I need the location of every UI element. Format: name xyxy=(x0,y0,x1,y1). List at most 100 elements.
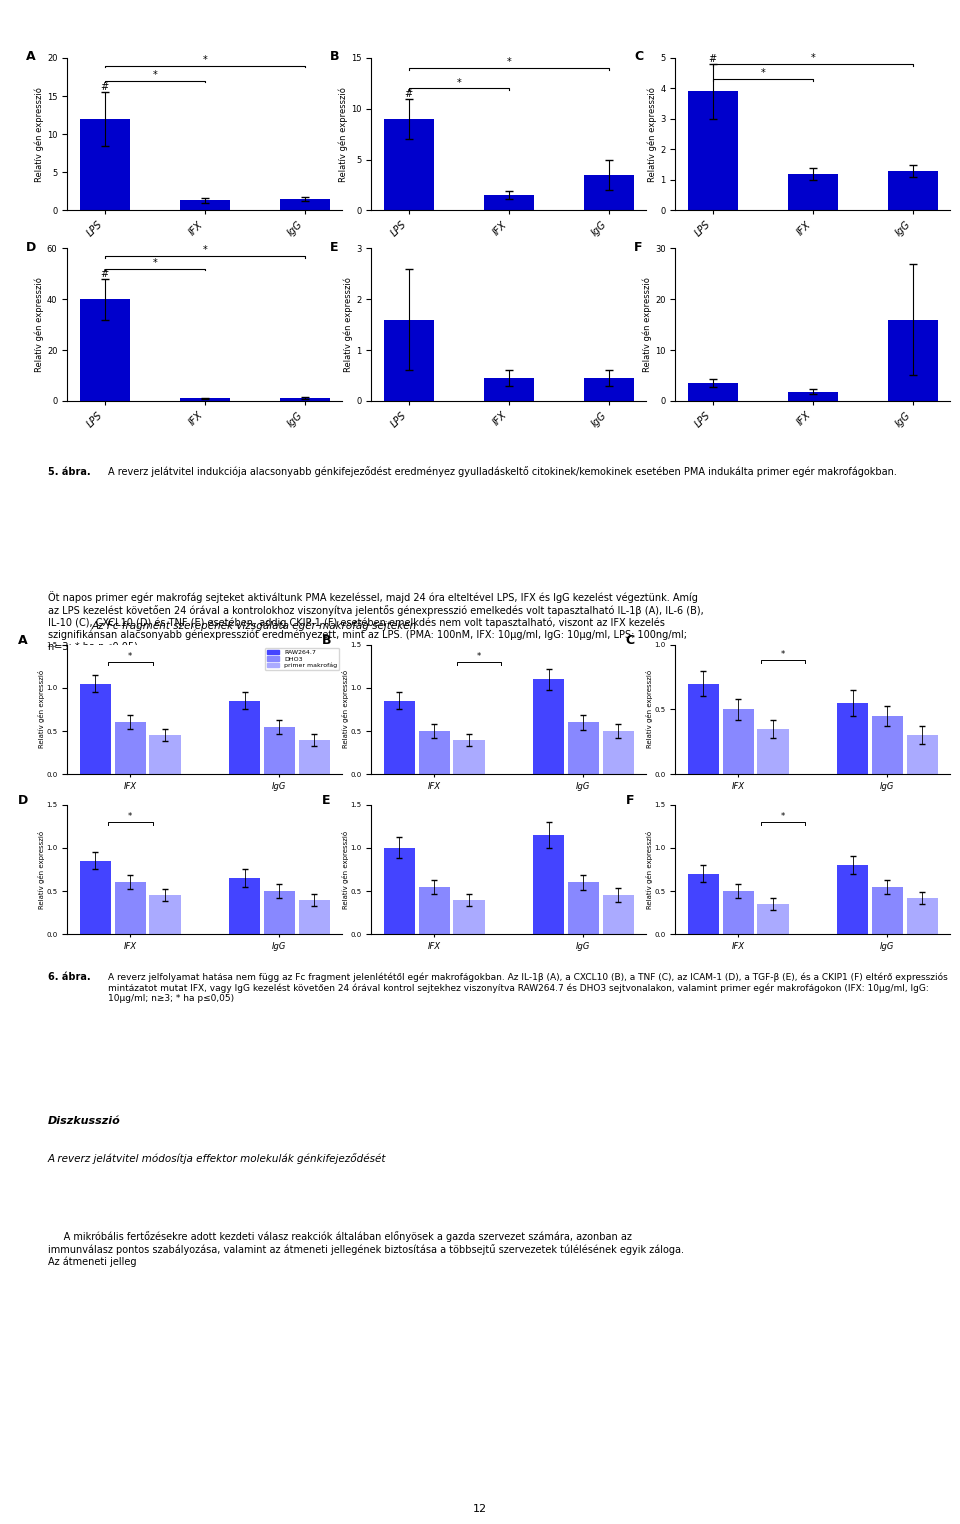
Text: F: F xyxy=(634,241,642,255)
Legend: RAW264.7, DHO3, primer makrofág: RAW264.7, DHO3, primer makrofág xyxy=(265,648,339,671)
Y-axis label: Relatív gén expresszió: Relatív gén expresszió xyxy=(648,87,658,181)
Bar xyxy=(788,392,838,401)
Y-axis label: Relatív gén expresszió: Relatív gén expresszió xyxy=(37,671,45,748)
Bar xyxy=(872,887,903,934)
Text: Öt napos primer egér makrofág sejteket aktiváltunk PMA kezeléssel, majd 24 óra e: Öt napos primer egér makrofág sejteket a… xyxy=(48,591,704,652)
Text: D: D xyxy=(17,794,28,808)
Bar xyxy=(584,378,634,401)
Bar xyxy=(906,736,938,774)
Y-axis label: Relatív gén expresszió: Relatív gén expresszió xyxy=(342,671,348,748)
Bar xyxy=(280,200,330,210)
Bar xyxy=(533,680,564,774)
Bar xyxy=(228,701,260,774)
Text: 12: 12 xyxy=(473,1504,487,1513)
Text: *: * xyxy=(780,812,785,820)
Text: *: * xyxy=(153,70,157,79)
Text: #: # xyxy=(101,268,108,279)
Text: *: * xyxy=(780,649,785,658)
Bar xyxy=(80,861,111,934)
Text: Az Fc fragment szerepének vizsgálata egér makrofág sejteken: Az Fc fragment szerepének vizsgálata egé… xyxy=(91,620,417,631)
Bar xyxy=(888,171,938,210)
Bar xyxy=(80,119,130,210)
Text: *: * xyxy=(153,258,157,268)
Bar xyxy=(299,899,330,934)
Bar xyxy=(567,882,599,934)
Bar xyxy=(906,898,938,934)
Bar xyxy=(788,174,838,210)
Bar xyxy=(180,398,229,401)
Text: B: B xyxy=(330,50,340,64)
Text: #: # xyxy=(708,53,717,64)
Y-axis label: Relatív gén expresszió: Relatív gén expresszió xyxy=(35,277,44,372)
Bar xyxy=(150,736,180,774)
Text: A reverz jelfolyamat hatása nem függ az Fc fragment jelenlététől egér makrofágok: A reverz jelfolyamat hatása nem függ az … xyxy=(108,972,948,1003)
Y-axis label: Relatív gén expresszió: Relatív gén expresszió xyxy=(342,831,348,908)
Bar xyxy=(114,722,146,774)
Bar xyxy=(757,728,789,774)
Text: C: C xyxy=(626,634,635,648)
Bar xyxy=(687,873,719,934)
Bar xyxy=(299,739,330,774)
Text: 6. ábra.: 6. ábra. xyxy=(48,972,90,983)
Text: A: A xyxy=(26,50,36,64)
Bar xyxy=(384,119,434,210)
Bar xyxy=(757,904,789,934)
Bar xyxy=(837,703,868,774)
Text: A reverz jelátvitel módosítja effektor molekulák génkifejeződését: A reverz jelátvitel módosítja effektor m… xyxy=(48,1154,387,1164)
Bar xyxy=(384,701,415,774)
Y-axis label: Relatív gén expresszió: Relatív gén expresszió xyxy=(344,277,353,372)
Y-axis label: Relatív gén expresszió: Relatív gén expresszió xyxy=(642,277,652,372)
Text: E: E xyxy=(322,794,330,808)
Bar xyxy=(584,175,634,210)
Bar xyxy=(180,201,229,210)
Bar xyxy=(80,684,111,774)
Bar xyxy=(687,383,737,401)
Bar xyxy=(533,835,564,934)
Text: B: B xyxy=(322,634,331,648)
Text: A reverz jelátvitel indukciója alacsonyabb génkifejeződést eredményez gyulladásk: A reverz jelátvitel indukciója alacsonya… xyxy=(108,466,898,477)
Text: D: D xyxy=(26,241,36,255)
Bar xyxy=(264,892,295,934)
Bar xyxy=(114,882,146,934)
Text: *: * xyxy=(507,58,511,67)
Text: *: * xyxy=(456,78,461,88)
Text: #: # xyxy=(101,82,108,91)
Bar xyxy=(419,732,450,774)
Bar xyxy=(723,710,754,774)
Bar xyxy=(453,739,485,774)
Bar xyxy=(723,892,754,934)
Bar xyxy=(384,320,434,401)
Bar xyxy=(484,378,534,401)
Y-axis label: Relatív gén expresszió: Relatív gén expresszió xyxy=(37,831,45,908)
Bar xyxy=(888,320,938,401)
Y-axis label: Relatív gén expresszió: Relatív gén expresszió xyxy=(646,671,653,748)
Bar xyxy=(419,887,450,934)
Text: #: # xyxy=(405,88,413,99)
Text: *: * xyxy=(128,812,132,820)
Bar xyxy=(687,684,719,774)
Bar xyxy=(228,878,260,934)
Text: A mikróbális fertőzésekre adott kezdeti válasz reakciók általában előnyösek a ga: A mikróbális fertőzésekre adott kezdeti … xyxy=(48,1231,684,1268)
Bar xyxy=(567,722,599,774)
Text: Diszkusszió: Diszkusszió xyxy=(48,1116,121,1126)
Bar xyxy=(384,847,415,934)
Text: *: * xyxy=(203,55,207,64)
Bar xyxy=(80,299,130,401)
Bar xyxy=(837,866,868,934)
Bar xyxy=(687,91,737,210)
Text: *: * xyxy=(760,69,765,79)
Y-axis label: Relatív gén expresszió: Relatív gén expresszió xyxy=(339,87,348,181)
Text: E: E xyxy=(330,241,339,255)
Text: A: A xyxy=(17,634,27,648)
Bar xyxy=(872,716,903,774)
Text: *: * xyxy=(203,245,207,255)
Text: *: * xyxy=(128,652,132,660)
Bar xyxy=(280,398,330,401)
Text: C: C xyxy=(634,50,643,64)
Bar xyxy=(603,732,634,774)
Text: *: * xyxy=(810,53,815,64)
Y-axis label: Relatív gén expresszió: Relatív gén expresszió xyxy=(646,831,653,908)
Text: 5. ábra.: 5. ábra. xyxy=(48,468,90,477)
Bar xyxy=(603,896,634,934)
Text: F: F xyxy=(626,794,635,808)
